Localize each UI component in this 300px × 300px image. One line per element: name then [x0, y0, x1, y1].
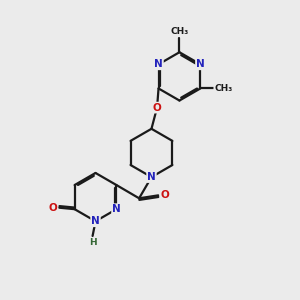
- Text: H: H: [89, 238, 96, 247]
- Text: N: N: [154, 59, 163, 69]
- Text: CH₃: CH₃: [214, 84, 232, 93]
- Text: N: N: [147, 172, 156, 182]
- Text: O: O: [153, 103, 161, 112]
- Text: N: N: [91, 216, 100, 226]
- Text: CH₃: CH₃: [170, 27, 189, 36]
- Text: N: N: [112, 204, 121, 214]
- Text: O: O: [49, 203, 57, 213]
- Text: N: N: [196, 59, 205, 69]
- Text: O: O: [160, 190, 169, 200]
